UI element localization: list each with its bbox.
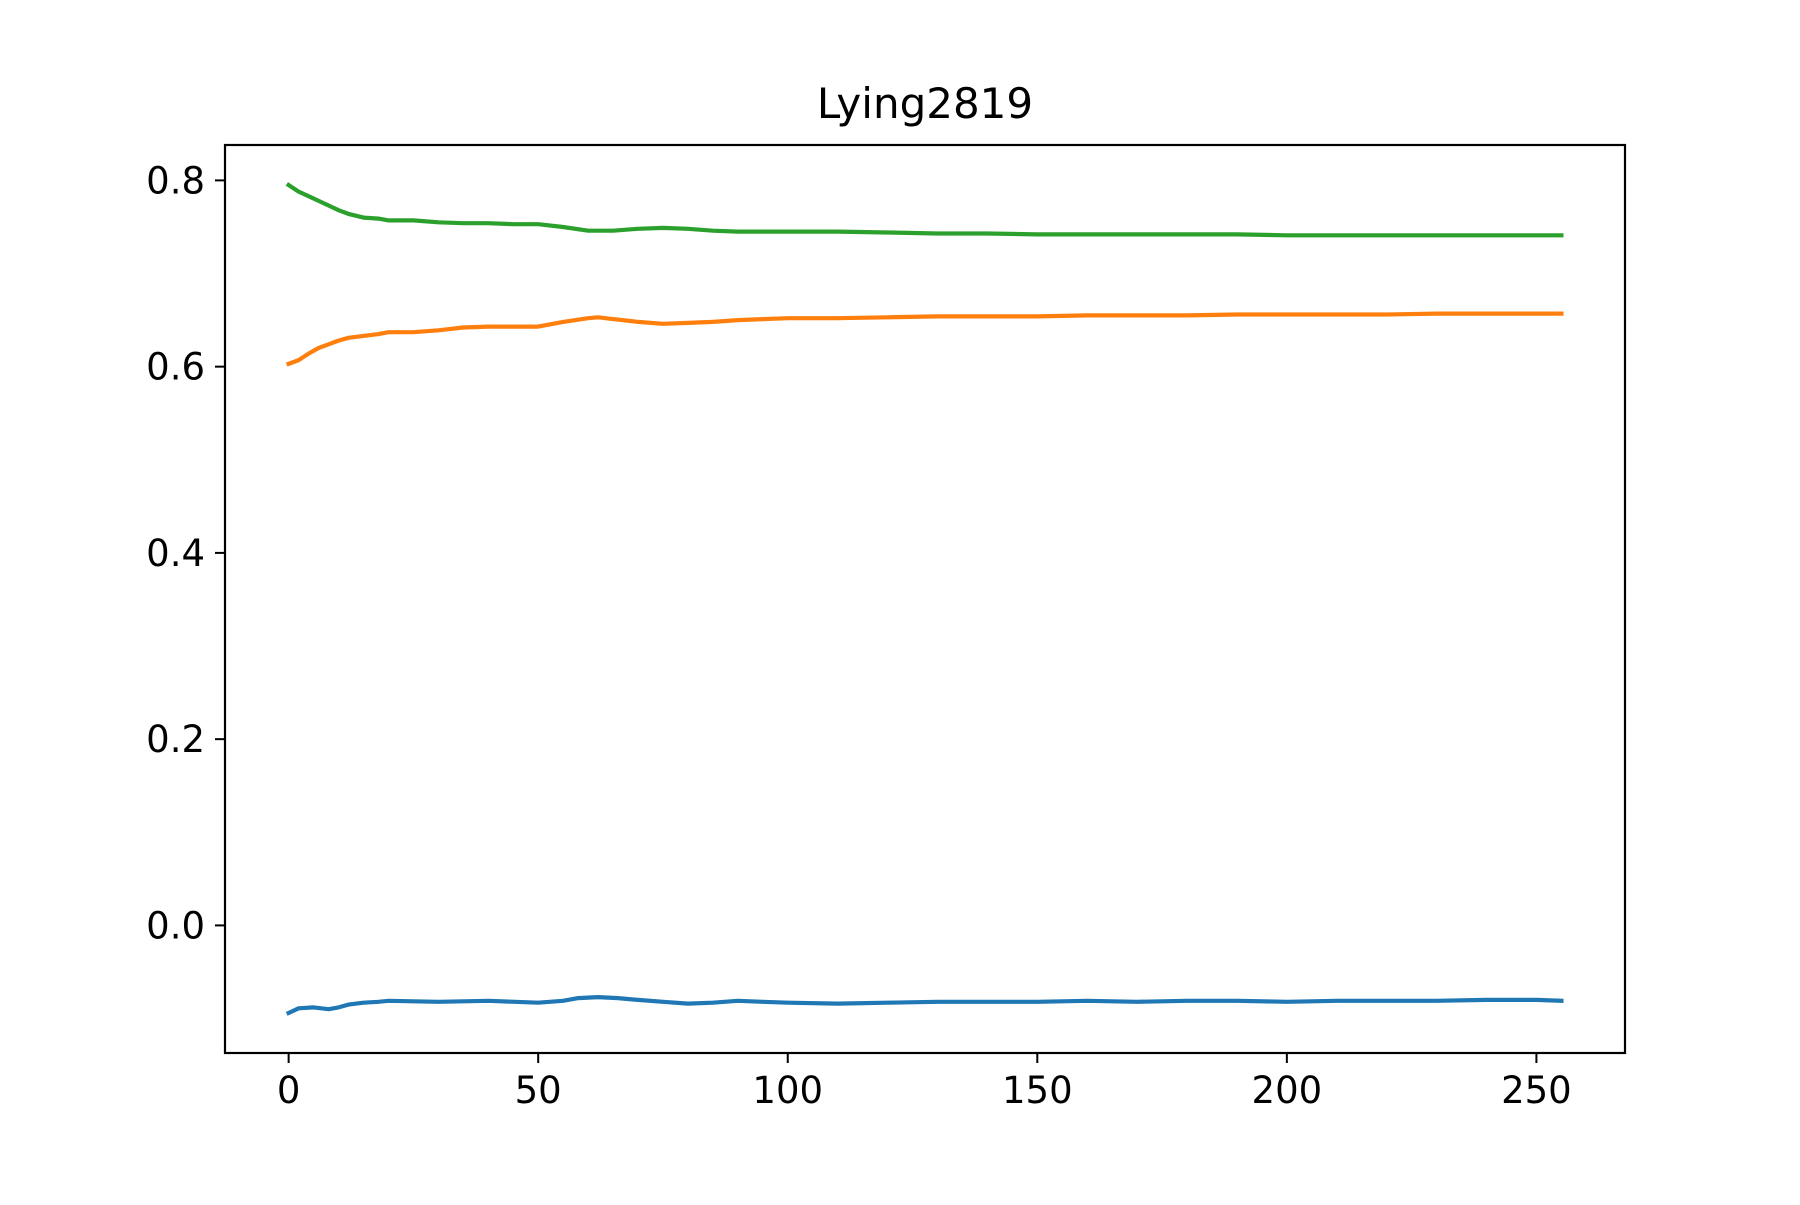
series-layer — [285, 182, 1564, 1016]
x-tick-label: 0 — [277, 1069, 301, 1112]
y-tick-label: 0.4 — [146, 532, 205, 575]
x-tick-label: 200 — [1252, 1069, 1323, 1112]
y-tick-label: 0.2 — [146, 718, 205, 761]
x-tick-label: 100 — [752, 1069, 823, 1112]
series-line-orange — [285, 311, 1564, 367]
y-axis: 0.0 0.2 0.4 0.6 0.8 — [146, 159, 225, 947]
x-tick-label: 50 — [515, 1069, 562, 1112]
plot-area-frame — [223, 143, 1627, 1055]
series-line-green — [285, 182, 1564, 238]
x-tick-label: 250 — [1501, 1069, 1572, 1112]
series-line-blue — [285, 995, 1564, 1016]
x-axis: 0 50 100 150 200 250 — [277, 1053, 1572, 1112]
y-tick-label: 0.6 — [146, 346, 205, 389]
x-tick-label: 150 — [1002, 1069, 1073, 1112]
chart-title: Lying2819 — [817, 79, 1033, 128]
y-tick-label: 0.0 — [146, 904, 205, 947]
y-tick-label: 0.8 — [146, 159, 205, 202]
